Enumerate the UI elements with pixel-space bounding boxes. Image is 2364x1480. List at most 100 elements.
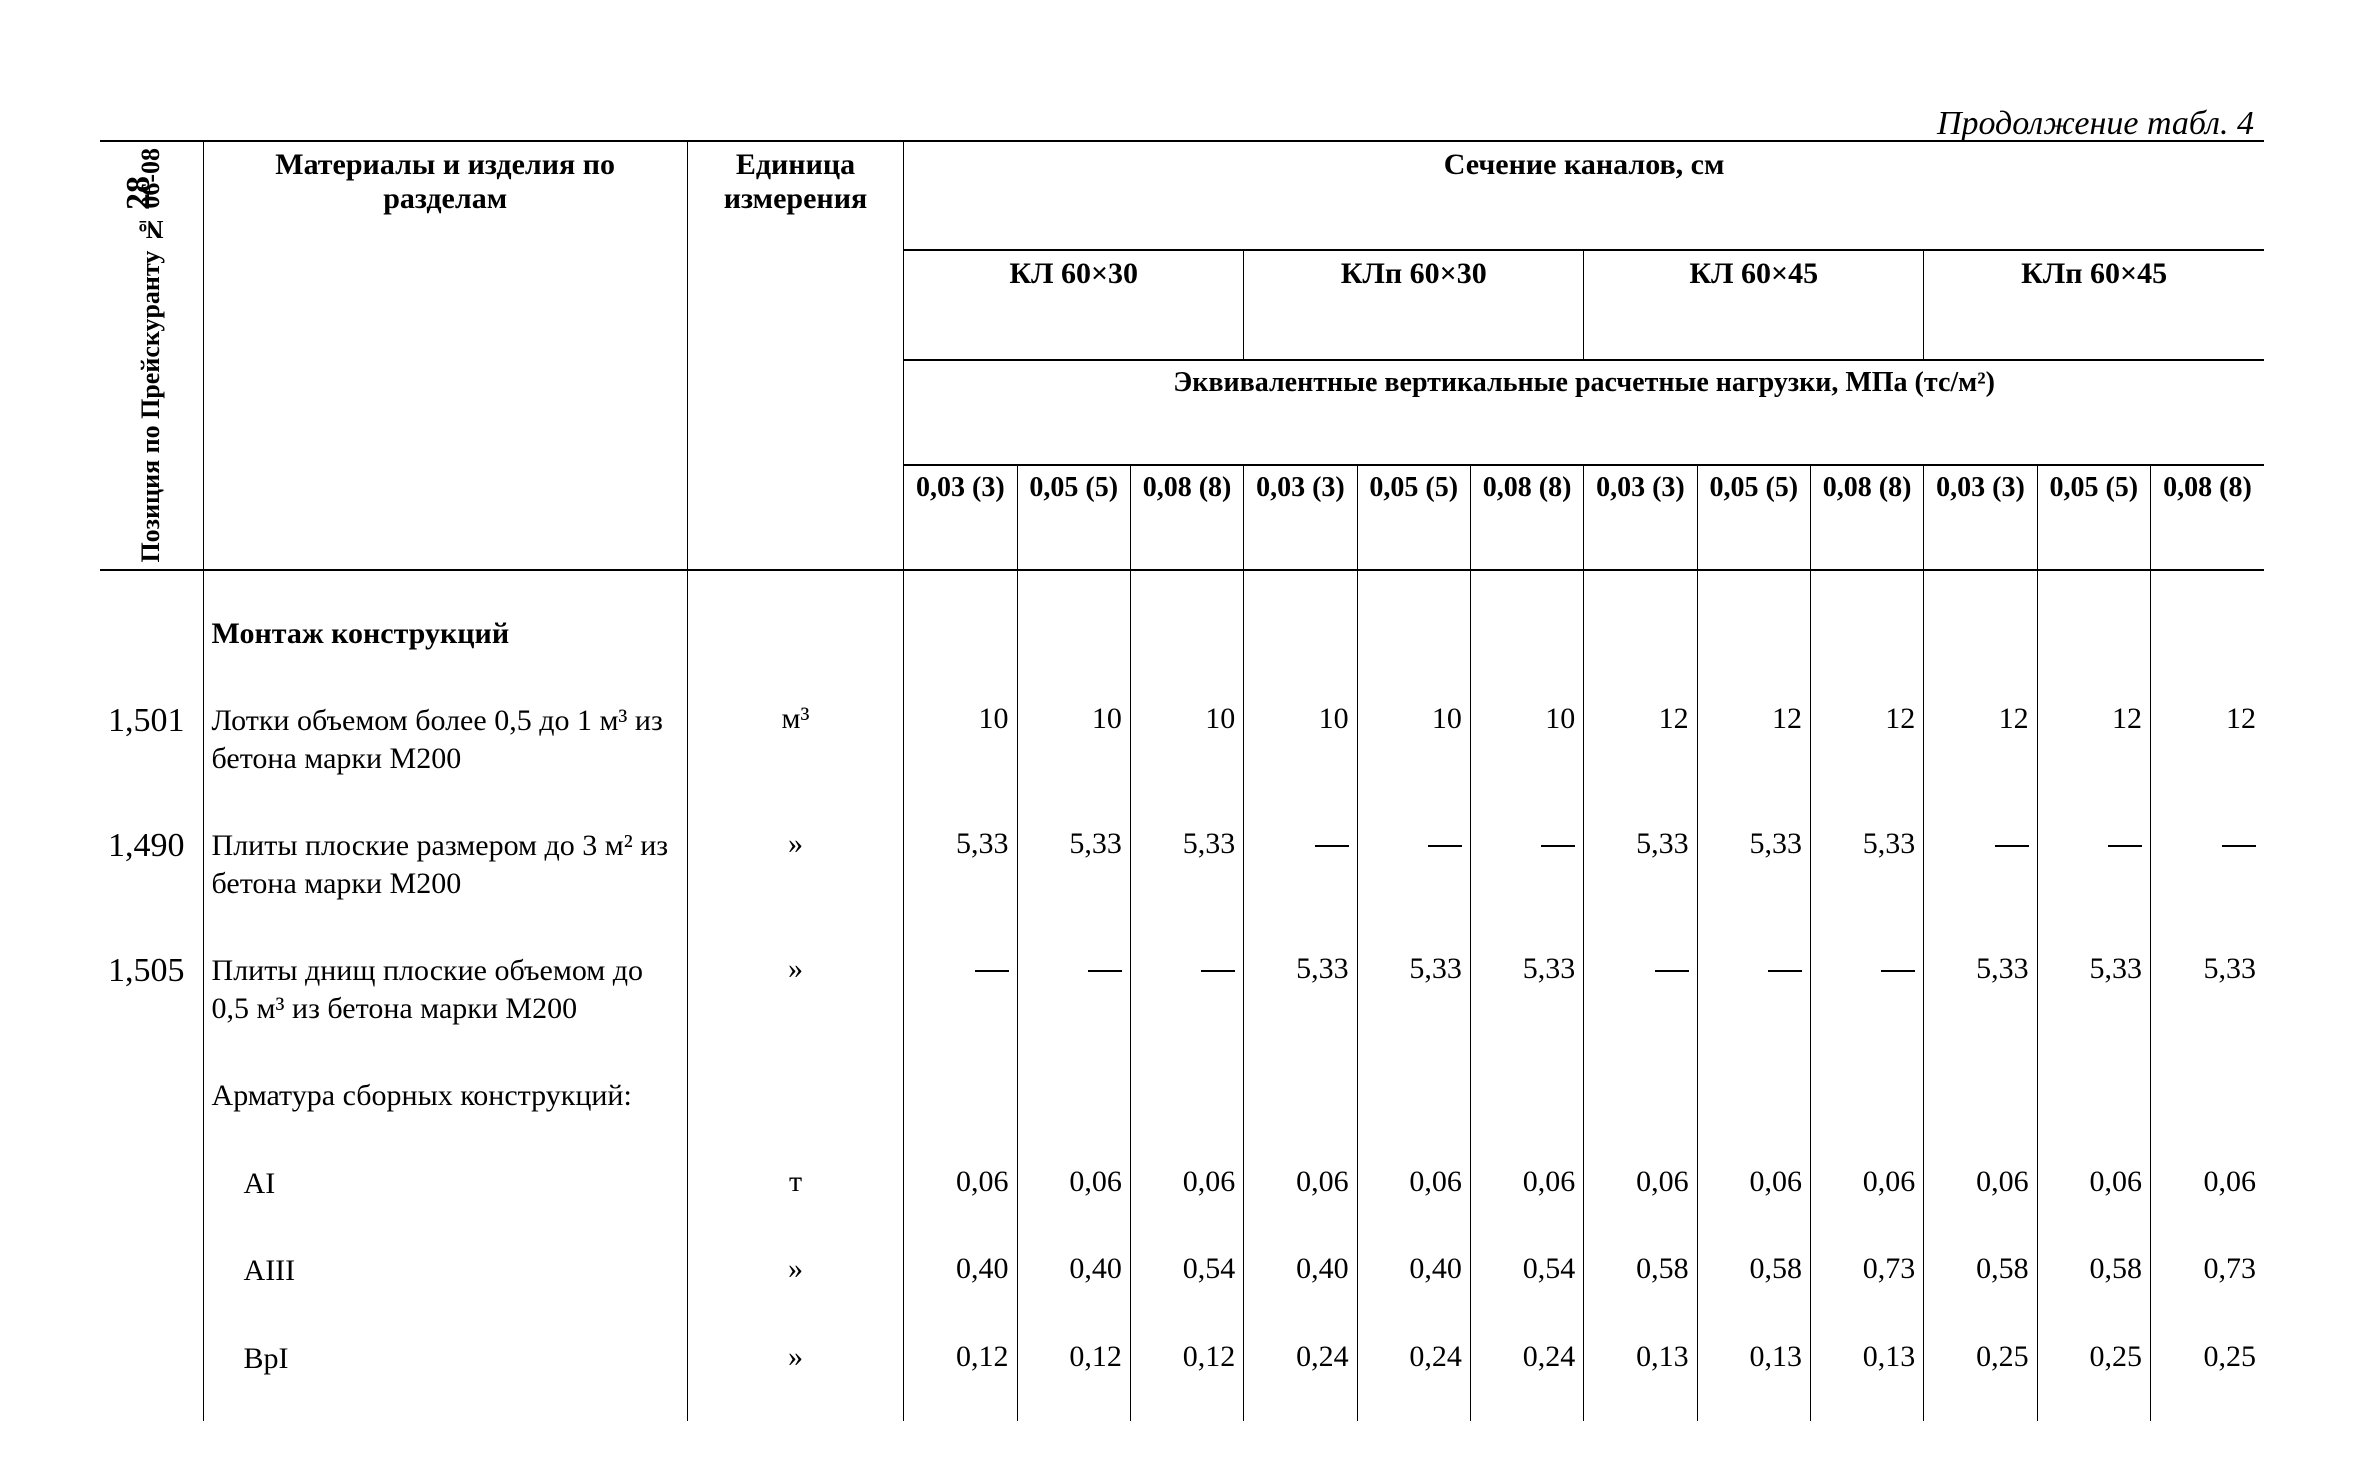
- value-cell: 0,40: [904, 1246, 1017, 1296]
- value-cell: [1924, 570, 2037, 609]
- value-cell: [1584, 946, 1697, 1033]
- value-cell: 5,33: [1470, 946, 1583, 1033]
- value-cell: 0,24: [1357, 1334, 1470, 1384]
- value-cell: [1017, 1121, 1130, 1159]
- value-cell: [1017, 609, 1130, 659]
- material-cell: Плиты днищ плоские объемом до 0,5 м³ из …: [203, 946, 687, 1033]
- value-cell: [1357, 821, 1470, 908]
- value-cell: 12: [1584, 696, 1697, 783]
- value-cell: 5,33: [1810, 821, 1923, 908]
- value-cell: 5,33: [1130, 821, 1243, 908]
- value-cell: [1924, 1121, 2037, 1159]
- value-cell: [2150, 908, 2264, 946]
- value-cell: 0,58: [1924, 1246, 2037, 1296]
- value-cell: [1924, 1383, 2037, 1421]
- value-cell: 10: [1244, 696, 1357, 783]
- value-cell: [1357, 908, 1470, 946]
- value-cell: 0,40: [1357, 1246, 1470, 1296]
- value-cell: [1244, 821, 1357, 908]
- value-cell: [1697, 908, 1810, 946]
- value-cell: [1130, 570, 1243, 609]
- value-cell: [1810, 908, 1923, 946]
- value-cell: [1810, 570, 1923, 609]
- material-cell: AI: [203, 1159, 687, 1209]
- value-cell: [1810, 609, 1923, 659]
- value-cell: [2037, 1296, 2150, 1334]
- value-cell: [1584, 570, 1697, 609]
- value-cell: [1697, 658, 1810, 696]
- position-cell: 1,501: [100, 696, 203, 783]
- value-cell: 0,13: [1697, 1334, 1810, 1384]
- value-cell: 0,25: [2150, 1334, 2264, 1384]
- value-cell: [2037, 783, 2150, 821]
- value-cell: [2037, 908, 2150, 946]
- value-cell: [1130, 658, 1243, 696]
- value-cell: [1470, 1033, 1583, 1071]
- value-cell: 0,06: [1810, 1159, 1923, 1209]
- value-cell: [2150, 1033, 2264, 1071]
- value-cell: [1924, 658, 2037, 696]
- col-header-sub: 0,05 (5): [1357, 465, 1470, 570]
- value-cell: 5,33: [2150, 946, 2264, 1033]
- value-cell: [2037, 609, 2150, 659]
- value-cell: [1470, 658, 1583, 696]
- value-cell: [1924, 1033, 2037, 1071]
- value-cell: [1584, 1071, 1697, 1121]
- value-cell: [1697, 1121, 1810, 1159]
- value-cell: [1244, 1208, 1357, 1246]
- value-cell: [1017, 1208, 1130, 1246]
- value-cell: [1130, 1033, 1243, 1071]
- col-header-sub: 0,08 (8): [2150, 465, 2264, 570]
- value-cell: [1697, 1071, 1810, 1121]
- value-cell: 12: [1697, 696, 1810, 783]
- value-cell: 0,12: [1130, 1334, 1243, 1384]
- value-cell: [1130, 1121, 1243, 1159]
- value-cell: 0,06: [2150, 1159, 2264, 1209]
- unit-cell: »: [687, 1246, 903, 1296]
- value-cell: 0,54: [1130, 1246, 1243, 1296]
- value-cell: 0,13: [1810, 1334, 1923, 1384]
- value-cell: 0,06: [1244, 1159, 1357, 1209]
- value-cell: 12: [1924, 696, 2037, 783]
- value-cell: [2037, 1121, 2150, 1159]
- value-cell: 0,06: [1697, 1159, 1810, 1209]
- value-cell: [1244, 570, 1357, 609]
- value-cell: [2037, 1033, 2150, 1071]
- value-cell: [1017, 783, 1130, 821]
- value-cell: [1244, 658, 1357, 696]
- value-cell: [904, 908, 1017, 946]
- value-cell: [1584, 1208, 1697, 1246]
- value-cell: [1470, 1121, 1583, 1159]
- value-cell: [904, 658, 1017, 696]
- value-cell: [1697, 609, 1810, 659]
- armature-title: Арматура сборных конструкций:: [203, 1071, 687, 1121]
- col-header-equiv: Эквивалентные вертикальные расчетные наг…: [904, 360, 2264, 465]
- value-cell: [1017, 1071, 1130, 1121]
- value-cell: 0,73: [1810, 1246, 1923, 1296]
- value-cell: [1810, 946, 1923, 1033]
- data-table: Позиция по Прейскуранту № 06-08 Материал…: [100, 140, 2264, 1421]
- col-header-unit: Единица измерения: [687, 141, 903, 570]
- value-cell: [1357, 570, 1470, 609]
- col-header-sub: 0,08 (8): [1810, 465, 1923, 570]
- table-row: 1,505Плиты днищ плоские объемом до 0,5 м…: [100, 946, 2264, 1033]
- value-cell: 5,33: [1244, 946, 1357, 1033]
- value-cell: [1810, 1033, 1923, 1071]
- value-cell: 10: [1017, 696, 1130, 783]
- value-cell: [1810, 783, 1923, 821]
- page: 28 Продолжение табл. 4 Позиция по Прейск…: [0, 0, 2364, 1480]
- value-cell: [1810, 1071, 1923, 1121]
- value-cell: [2037, 658, 2150, 696]
- value-cell: [1470, 1383, 1583, 1421]
- value-cell: [1697, 1296, 1810, 1334]
- material-cell: AIII: [203, 1246, 687, 1296]
- value-cell: [1244, 1033, 1357, 1071]
- value-cell: [2037, 1383, 2150, 1421]
- value-cell: [1924, 1071, 2037, 1121]
- value-cell: 0,13: [1584, 1334, 1697, 1384]
- value-cell: [1244, 783, 1357, 821]
- value-cell: 5,33: [1357, 946, 1470, 1033]
- value-cell: [1244, 908, 1357, 946]
- value-cell: [1924, 783, 2037, 821]
- table-row: 1,490Плиты плоские размером до 3 м² из б…: [100, 821, 2264, 908]
